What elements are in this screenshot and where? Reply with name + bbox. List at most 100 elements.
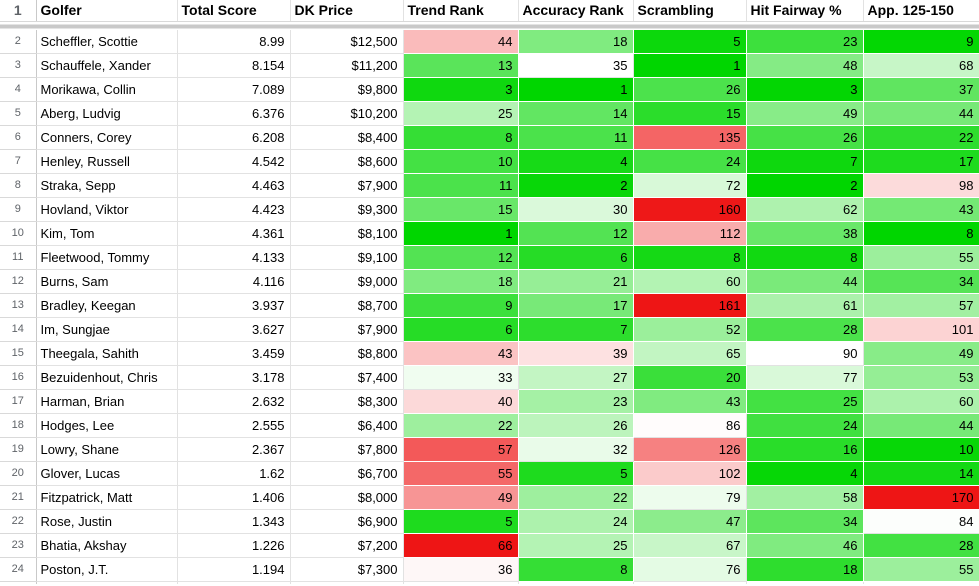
row-header[interactable]: 24 xyxy=(0,557,37,582)
cell-hit_fairway[interactable]: 46 xyxy=(746,533,864,558)
cell-scrambling[interactable]: 5 xyxy=(633,30,747,54)
cell-golfer[interactable]: Morikawa, Collin xyxy=(36,77,178,102)
cell-scrambling[interactable]: 79 xyxy=(633,485,747,510)
column-header-trend_rank[interactable]: Trend Rank xyxy=(403,0,519,22)
cell-hit_fairway[interactable]: 90 xyxy=(746,341,864,366)
cell-total_score[interactable]: 2.555 xyxy=(177,413,291,438)
cell-trend_rank[interactable]: 1 xyxy=(403,221,519,246)
cell-accuracy_rank[interactable]: 25 xyxy=(518,533,634,558)
cell-total_score[interactable]: 4.361 xyxy=(177,221,291,246)
cell-dk_price[interactable]: $7,300 xyxy=(290,557,404,582)
cell-total_score[interactable]: 3.459 xyxy=(177,341,291,366)
cell-hit_fairway[interactable]: 62 xyxy=(746,197,864,222)
cell-dk_price[interactable]: $7,200 xyxy=(290,533,404,558)
cell-hit_fairway[interactable]: 28 xyxy=(746,317,864,342)
cell-total_score[interactable]: 4.423 xyxy=(177,197,291,222)
cell-dk_price[interactable]: $9,000 xyxy=(290,269,404,294)
cell-hit_fairway[interactable]: 49 xyxy=(746,101,864,126)
cell-app_125_150[interactable]: 28 xyxy=(863,533,979,558)
cell-golfer[interactable]: Theegala, Sahith xyxy=(36,341,178,366)
cell-total_score[interactable]: 3.937 xyxy=(177,293,291,318)
row-header[interactable]: 19 xyxy=(0,437,37,462)
cell-golfer[interactable]: Burns, Sam xyxy=(36,269,178,294)
cell-trend_rank[interactable]: 5 xyxy=(403,509,519,534)
cell-accuracy_rank[interactable]: 30 xyxy=(518,197,634,222)
cell-scrambling[interactable]: 52 xyxy=(633,317,747,342)
cell-accuracy_rank[interactable]: 14 xyxy=(518,101,634,126)
cell-total_score[interactable]: 1.343 xyxy=(177,509,291,534)
cell-trend_rank[interactable]: 12 xyxy=(403,245,519,270)
cell-hit_fairway[interactable]: 18 xyxy=(746,557,864,582)
cell-app_125_150[interactable]: 44 xyxy=(863,413,979,438)
cell-dk_price[interactable]: $8,100 xyxy=(290,221,404,246)
cell-accuracy_rank[interactable]: 1 xyxy=(518,77,634,102)
column-header-accuracy_rank[interactable]: Accuracy Rank xyxy=(518,0,634,22)
cell-accuracy_rank[interactable]: 21 xyxy=(518,269,634,294)
cell-dk_price[interactable]: $7,400 xyxy=(290,365,404,390)
cell-total_score[interactable]: 1.226 xyxy=(177,533,291,558)
column-header-app_125_150[interactable]: App. 125-150 xyxy=(863,0,979,22)
row-header[interactable]: 5 xyxy=(0,101,37,126)
cell-app_125_150[interactable]: 55 xyxy=(863,245,979,270)
cell-accuracy_rank[interactable]: 22 xyxy=(518,485,634,510)
cell-app_125_150[interactable]: 17 xyxy=(863,149,979,174)
cell-app_125_150[interactable]: 34 xyxy=(863,269,979,294)
cell-trend_rank[interactable]: 13 xyxy=(403,53,519,78)
cell-dk_price[interactable]: $8,800 xyxy=(290,341,404,366)
cell-golfer[interactable]: Poston, J.T. xyxy=(36,557,178,582)
cell-golfer[interactable]: Bhatia, Akshay xyxy=(36,533,178,558)
cell-app_125_150[interactable]: 37 xyxy=(863,77,979,102)
cell-dk_price[interactable]: $6,700 xyxy=(290,461,404,486)
cell-hit_fairway[interactable]: 38 xyxy=(746,221,864,246)
cell-golfer[interactable]: Harman, Brian xyxy=(36,389,178,414)
cell-golfer[interactable]: Straka, Sepp xyxy=(36,173,178,198)
cell-scrambling[interactable]: 86 xyxy=(633,413,747,438)
cell-scrambling[interactable]: 1 xyxy=(633,53,747,78)
cell-trend_rank[interactable]: 18 xyxy=(403,269,519,294)
cell-hit_fairway[interactable]: 23 xyxy=(746,30,864,54)
cell-total_score[interactable]: 8.154 xyxy=(177,53,291,78)
cell-scrambling[interactable]: 8 xyxy=(633,245,747,270)
row-header[interactable]: 16 xyxy=(0,365,37,390)
cell-scrambling[interactable]: 112 xyxy=(633,221,747,246)
cell-golfer[interactable]: Schauffele, Xander xyxy=(36,53,178,78)
cell-hit_fairway[interactable]: 2 xyxy=(746,173,864,198)
cell-app_125_150[interactable]: 53 xyxy=(863,365,979,390)
cell-trend_rank[interactable]: 43 xyxy=(403,341,519,366)
cell-dk_price[interactable]: $8,000 xyxy=(290,485,404,510)
cell-golfer[interactable]: Conners, Corey xyxy=(36,125,178,150)
cell-dk_price[interactable]: $9,300 xyxy=(290,197,404,222)
cell-trend_rank[interactable]: 10 xyxy=(403,149,519,174)
cell-scrambling[interactable]: 47 xyxy=(633,509,747,534)
row-header[interactable]: 20 xyxy=(0,461,37,486)
cell-dk_price[interactable]: $8,700 xyxy=(290,293,404,318)
cell-trend_rank[interactable]: 44 xyxy=(403,30,519,54)
cell-hit_fairway[interactable]: 26 xyxy=(746,125,864,150)
cell-scrambling[interactable]: 65 xyxy=(633,341,747,366)
cell-dk_price[interactable]: $9,100 xyxy=(290,245,404,270)
row-header[interactable]: 10 xyxy=(0,221,37,246)
cell-golfer[interactable]: Kim, Tom xyxy=(36,221,178,246)
cell-app_125_150[interactable]: 98 xyxy=(863,173,979,198)
cell-total_score[interactable]: 3.178 xyxy=(177,365,291,390)
cell-scrambling[interactable]: 160 xyxy=(633,197,747,222)
cell-trend_rank[interactable]: 57 xyxy=(403,437,519,462)
column-header-dk_price[interactable]: DK Price xyxy=(290,0,404,22)
cell-app_125_150[interactable]: 43 xyxy=(863,197,979,222)
cell-total_score[interactable]: 6.208 xyxy=(177,125,291,150)
row-header[interactable]: 9 xyxy=(0,197,37,222)
cell-trend_rank[interactable]: 49 xyxy=(403,485,519,510)
cell-dk_price[interactable]: $6,900 xyxy=(290,509,404,534)
cell-trend_rank[interactable]: 33 xyxy=(403,365,519,390)
row-header[interactable]: 17 xyxy=(0,389,37,414)
cell-app_125_150[interactable]: 14 xyxy=(863,461,979,486)
row-header[interactable]: 18 xyxy=(0,413,37,438)
cell-total_score[interactable]: 8.99 xyxy=(177,30,291,54)
row-header[interactable]: 15 xyxy=(0,341,37,366)
cell-accuracy_rank[interactable]: 23 xyxy=(518,389,634,414)
column-header-total_score[interactable]: Total Score xyxy=(177,0,291,22)
cell-scrambling[interactable]: 135 xyxy=(633,125,747,150)
cell-app_125_150[interactable]: 8 xyxy=(863,221,979,246)
cell-golfer[interactable]: Lowry, Shane xyxy=(36,437,178,462)
cell-total_score[interactable]: 4.463 xyxy=(177,173,291,198)
